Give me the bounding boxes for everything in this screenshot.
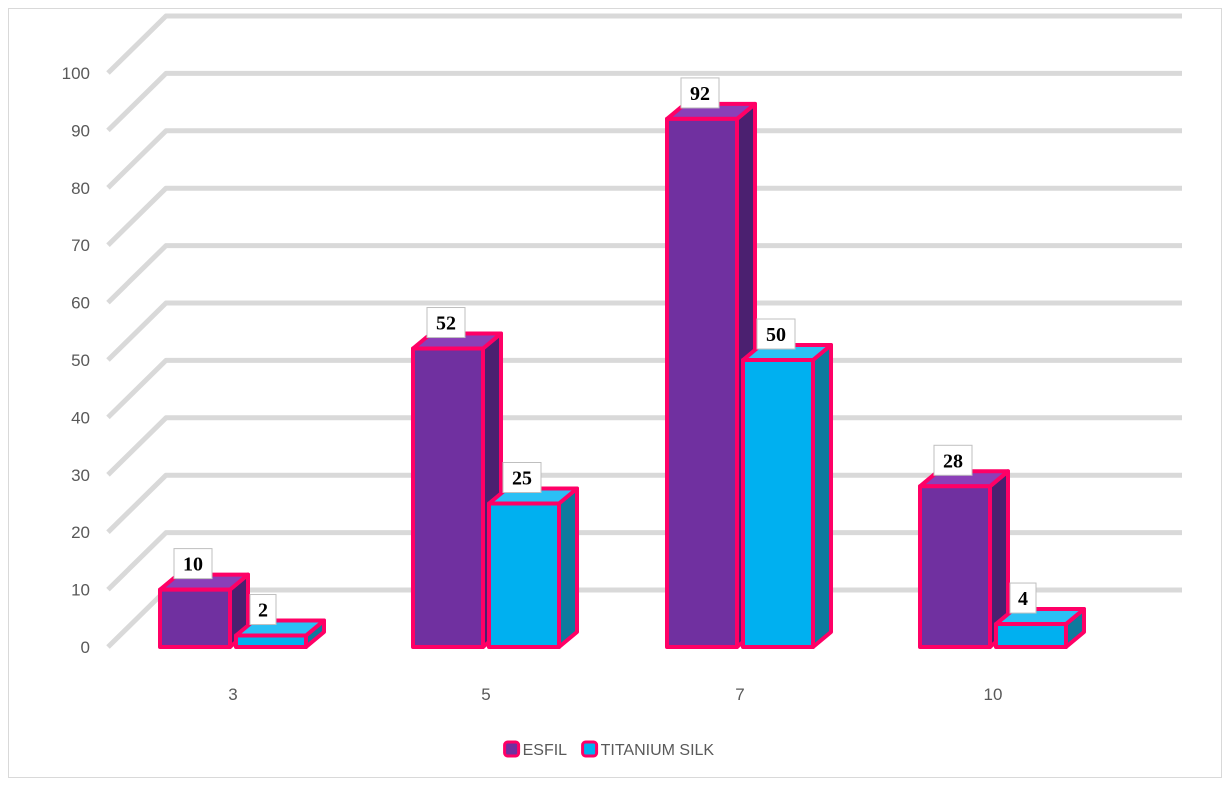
gridline (106, 472, 1182, 534)
y-tick-label: 100 (62, 64, 90, 83)
data-labels: 10 2 52 25 92 50 28 4 (173, 77, 1037, 626)
y-tick-label: 80 (71, 179, 90, 198)
data-label: 52 (426, 307, 466, 339)
gridline (106, 13, 1182, 75)
legend-swatch (581, 740, 599, 758)
x-tick-label: 10 (984, 685, 1003, 704)
y-tick-label: 40 (71, 408, 90, 427)
x-tick-label: 5 (481, 685, 490, 704)
gridline (106, 357, 1182, 420)
data-label: 28 (933, 444, 973, 476)
svg-text:25: 25 (512, 468, 532, 490)
y-tick-label: 50 (71, 351, 90, 370)
y-tick-label: 70 (71, 236, 90, 255)
y-tick-label: 20 (71, 523, 90, 542)
svg-text:50: 50 (766, 324, 786, 346)
legend-item: TITANIUM SILK (581, 740, 715, 759)
gridline (106, 415, 1182, 477)
data-label: 92 (680, 77, 720, 109)
bar-titanium-silk-5 (487, 486, 579, 649)
chart-frame (8, 8, 1222, 778)
data-label: 2 (249, 594, 277, 626)
data-label: 50 (756, 318, 796, 350)
svg-text:4: 4 (1018, 588, 1028, 610)
legend-label: ESFIL (523, 742, 568, 759)
y-tick-label: 0 (81, 638, 90, 657)
y-tick-label: 30 (71, 466, 90, 485)
legend-label: TITANIUM SILK (601, 742, 715, 759)
legend-swatch (503, 740, 521, 758)
data-label: 25 (502, 462, 542, 493)
svg-text:52: 52 (436, 313, 456, 335)
legend-item: ESFIL (503, 740, 568, 759)
bar-esfil-10 (918, 469, 1010, 649)
gridline (106, 530, 1182, 592)
gridline (106, 185, 1182, 247)
y-tick-label: 90 (71, 121, 90, 140)
gridline (106, 70, 1182, 133)
bar-titanium-silk-10 (994, 607, 1086, 649)
x-tick-label: 3 (228, 685, 237, 704)
svg-text:28: 28 (943, 450, 963, 472)
y-tick-label: 10 (71, 581, 90, 600)
gridline (106, 300, 1182, 362)
y-axis-ticks: 0 10 20 30 40 50 60 70 80 90 100 (62, 64, 90, 657)
data-label: 10 (173, 548, 213, 580)
x-tick-label: 7 (735, 685, 744, 704)
x-axis-ticks: 3 5 7 10 (228, 685, 1002, 704)
y-tick-label: 60 (71, 294, 90, 313)
bars (158, 101, 1086, 650)
data-label: 4 (1009, 582, 1037, 614)
gridline (106, 243, 1182, 305)
bar-titanium-silk-3 (234, 618, 326, 650)
svg-text:2: 2 (258, 600, 268, 622)
bar-titanium-silk-7 (741, 343, 833, 649)
legend: ESFIL TITANIUM SILK (503, 740, 715, 759)
svg-text:10: 10 (183, 554, 203, 576)
gridlines (106, 13, 1182, 649)
gridline (106, 128, 1182, 190)
svg-text:92: 92 (690, 83, 710, 105)
